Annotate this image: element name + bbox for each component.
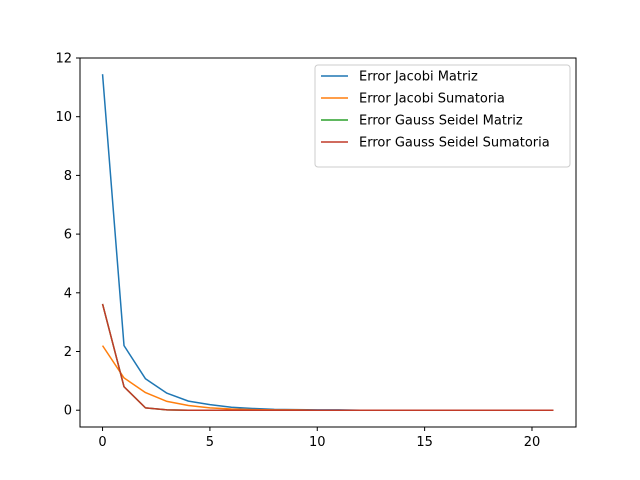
plot-lines	[101, 74, 554, 411]
y-tick-label: 0	[64, 404, 72, 419]
y-axis: 0 2 4 6 8 10 12	[55, 52, 80, 419]
legend-label-4: Error Gauss Seidel Sumatoria	[359, 136, 550, 151]
y-tick-label: 10	[55, 110, 72, 125]
legend: Error Jacobi Matriz Error Jacobi Sumatori…	[314, 64, 571, 168]
x-tick-label: 5	[206, 435, 214, 450]
x-axis: 0 5 10 15 20	[98, 427, 540, 450]
x-tick-label: 0	[98, 435, 106, 450]
y-tick-label: 8	[64, 169, 72, 184]
series-line-2	[101, 345, 554, 411]
legend-label-2: Error Jacobi Sumatoria	[359, 92, 505, 107]
axes-frame	[79, 57, 577, 428]
x-tick-label: 15	[416, 435, 433, 450]
legend-label-3: Error Gauss Seidel Matriz	[359, 114, 523, 129]
series-line-4	[101, 303, 554, 411]
y-tick-label: 2	[64, 345, 72, 360]
x-tick-label: 20	[524, 435, 541, 450]
legend-label-1: Error Jacobi Matriz	[359, 70, 478, 85]
y-tick-label: 6	[64, 228, 72, 243]
y-tick-label: 4	[64, 286, 72, 301]
y-tick-label: 12	[55, 52, 72, 67]
legend-box	[314, 64, 571, 168]
x-tick-label: 10	[309, 435, 326, 450]
